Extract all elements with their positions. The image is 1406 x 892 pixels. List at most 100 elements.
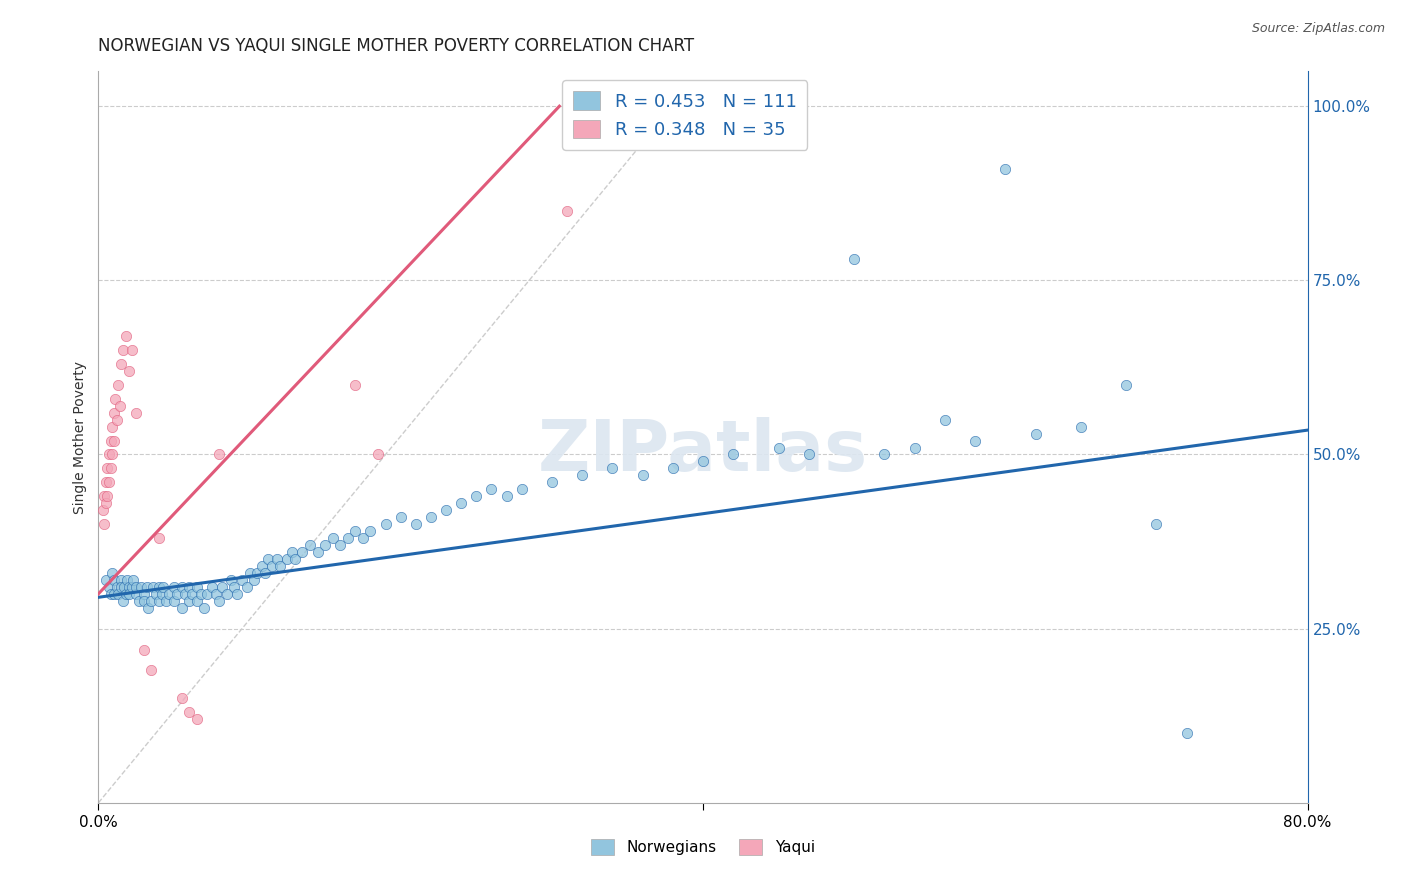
- Text: NORWEGIAN VS YAQUI SINGLE MOTHER POVERTY CORRELATION CHART: NORWEGIAN VS YAQUI SINGLE MOTHER POVERTY…: [98, 37, 695, 54]
- Point: [768, 441, 790, 455]
- Point: [93, 517, 115, 532]
- Point: [193, 600, 215, 615]
- Point: [352, 531, 374, 545]
- Point: [367, 448, 389, 462]
- Point: [155, 594, 177, 608]
- Point: [420, 510, 443, 524]
- Point: [723, 448, 745, 462]
- Point: [98, 580, 121, 594]
- Point: [195, 587, 218, 601]
- Y-axis label: Single Mother Poverty: Single Mother Poverty: [73, 360, 87, 514]
- Point: [1175, 726, 1198, 740]
- Point: [128, 594, 150, 608]
- Point: [101, 448, 124, 462]
- Point: [510, 483, 533, 497]
- Point: [118, 364, 141, 378]
- Point: [186, 580, 208, 594]
- Point: [100, 587, 122, 601]
- Point: [148, 580, 170, 594]
- Point: [994, 161, 1017, 176]
- Point: [122, 573, 145, 587]
- Point: [111, 343, 134, 357]
- Point: [299, 538, 322, 552]
- Point: [179, 705, 201, 719]
- Point: [103, 406, 125, 420]
- Point: [135, 580, 157, 594]
- Point: [434, 503, 457, 517]
- Point: [450, 496, 472, 510]
- Point: [1024, 426, 1046, 441]
- Point: [170, 691, 193, 706]
- Point: [98, 475, 121, 490]
- Point: [231, 573, 253, 587]
- Point: [571, 468, 593, 483]
- Point: [125, 587, 148, 601]
- Point: [107, 377, 129, 392]
- Point: [132, 642, 155, 657]
- Point: [93, 489, 115, 503]
- Point: [374, 517, 396, 532]
- Point: [148, 594, 170, 608]
- Point: [121, 343, 143, 357]
- Point: [170, 600, 193, 615]
- Point: [631, 468, 654, 483]
- Point: [110, 580, 132, 594]
- Point: [118, 587, 141, 601]
- Point: [107, 587, 129, 601]
- Point: [307, 545, 329, 559]
- Point: [173, 587, 195, 601]
- Text: Source: ZipAtlas.com: Source: ZipAtlas.com: [1251, 22, 1385, 36]
- Point: [114, 329, 136, 343]
- Point: [101, 566, 124, 580]
- Point: [250, 558, 273, 573]
- Point: [100, 461, 122, 475]
- Point: [965, 434, 987, 448]
- Point: [100, 434, 122, 448]
- Point: [132, 587, 155, 601]
- Point: [186, 594, 208, 608]
- Point: [104, 392, 127, 406]
- Point: [101, 419, 124, 434]
- Point: [181, 587, 204, 601]
- Point: [186, 712, 208, 726]
- Text: ZIPatlas: ZIPatlas: [538, 417, 868, 486]
- Point: [145, 587, 167, 601]
- Point: [329, 538, 352, 552]
- Point: [179, 580, 201, 594]
- Point: [692, 454, 714, 468]
- Point: [661, 461, 683, 475]
- Point: [266, 552, 288, 566]
- Point: [190, 587, 212, 601]
- Point: [163, 580, 186, 594]
- Point: [284, 552, 307, 566]
- Point: [211, 580, 233, 594]
- Point: [110, 357, 132, 371]
- Point: [389, 510, 412, 524]
- Point: [112, 580, 135, 594]
- Legend: Norwegians, Yaqui: Norwegians, Yaqui: [585, 833, 821, 861]
- Point: [226, 587, 249, 601]
- Point: [844, 252, 866, 267]
- Point: [276, 552, 298, 566]
- Point: [269, 558, 291, 573]
- Point: [115, 573, 138, 587]
- Point: [291, 545, 314, 559]
- Point: [179, 594, 201, 608]
- Point: [110, 573, 132, 587]
- Point: [98, 448, 121, 462]
- Point: [344, 377, 367, 392]
- Point: [91, 503, 114, 517]
- Point: [170, 580, 193, 594]
- Point: [481, 483, 503, 497]
- Point: [873, 448, 896, 462]
- Point: [94, 475, 117, 490]
- Point: [344, 524, 367, 538]
- Point: [141, 594, 163, 608]
- Point: [1070, 419, 1092, 434]
- Point: [360, 524, 382, 538]
- Point: [221, 573, 243, 587]
- Point: [495, 489, 517, 503]
- Point: [108, 399, 131, 413]
- Point: [152, 580, 174, 594]
- Point: [166, 587, 188, 601]
